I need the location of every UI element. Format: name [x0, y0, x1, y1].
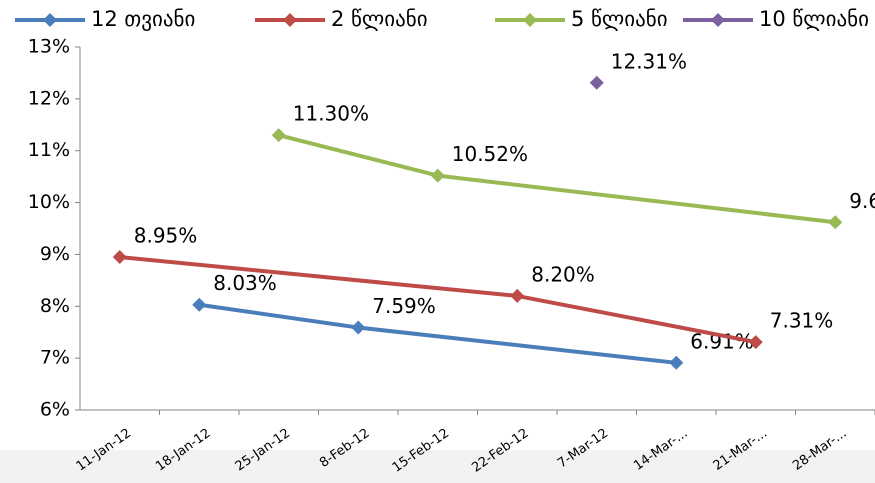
legend-label: 12 თვიანი	[91, 7, 195, 31]
line-segment	[515, 293, 758, 345]
legend-marker	[283, 13, 297, 27]
point	[112, 250, 127, 265]
y-tick-label: 13%	[28, 36, 70, 58]
data-label: 9.62%	[849, 189, 875, 213]
point	[589, 75, 604, 90]
y-tick-label: 9%	[40, 243, 70, 265]
legend-label: 2 წლიანი	[331, 7, 428, 31]
data-label: 12.31%	[611, 49, 687, 73]
point	[271, 128, 286, 143]
point	[430, 168, 445, 183]
line-segment	[356, 325, 679, 365]
legend-label: 5 წლიანი	[571, 7, 668, 31]
y-tick-label: 12%	[28, 87, 70, 109]
legend-marker	[711, 13, 725, 27]
line-segment	[435, 173, 838, 225]
legend-marker	[523, 13, 537, 27]
y-tick-label: 11%	[28, 139, 70, 161]
data-label: 7.31%	[770, 309, 834, 333]
y-tick-label: 6%	[40, 399, 70, 421]
point	[351, 320, 366, 335]
legend-label: 10 წლიანი	[759, 7, 869, 31]
line-segment	[117, 255, 520, 298]
point	[192, 297, 207, 312]
y-tick-label: 7%	[40, 347, 70, 369]
bottom-band	[0, 450, 875, 483]
point	[510, 288, 525, 303]
data-label: 7.59%	[372, 294, 436, 318]
data-label: 8.03%	[213, 271, 277, 295]
y-tick-label: 10%	[28, 191, 70, 213]
line-segment	[276, 133, 440, 178]
point	[748, 335, 763, 350]
data-label: 8.20%	[531, 262, 595, 286]
y-tick-label: 8%	[40, 295, 70, 317]
line-segment	[197, 302, 361, 330]
data-label: 11.30%	[293, 102, 369, 126]
legend-marker	[43, 13, 57, 27]
data-label: 8.95%	[134, 224, 198, 248]
data-label: 10.52%	[452, 142, 528, 166]
point	[669, 355, 684, 370]
point	[828, 215, 843, 230]
